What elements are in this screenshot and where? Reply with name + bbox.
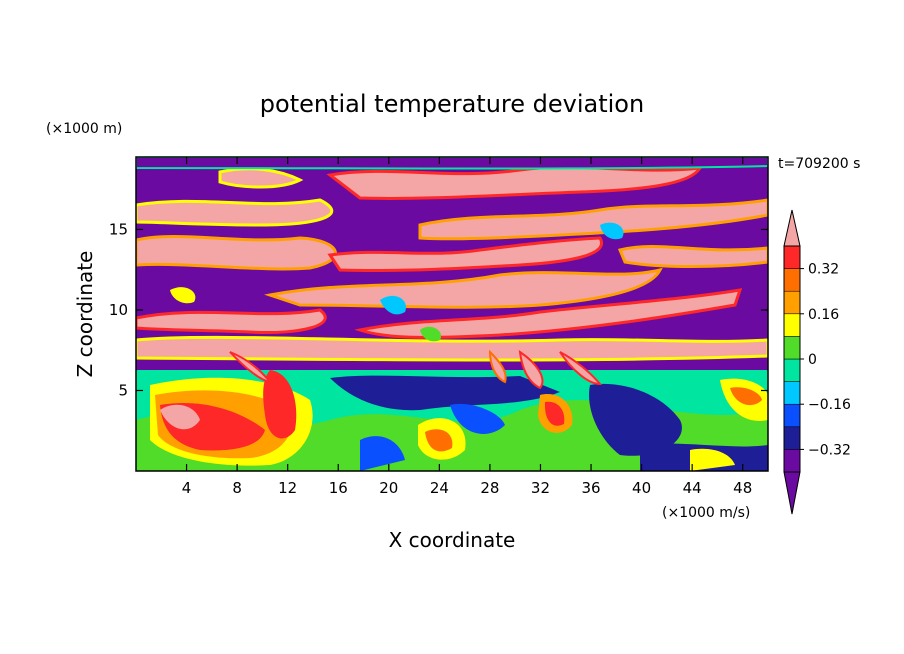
plume-2 (488, 349, 507, 384)
colorbar-tick-label: 0 (808, 352, 817, 368)
colorbar-band (783, 245, 801, 269)
x-tick-label: 36 (581, 479, 600, 497)
x-tick-label: 24 (430, 479, 449, 497)
x-tick-label: 44 (683, 479, 702, 497)
x-unit-label: (×1000 m/s) (662, 505, 750, 521)
plume-3 (518, 349, 544, 390)
upper-field (136, 157, 768, 370)
time-label: t=709200 s (778, 156, 860, 172)
plume-4 (559, 351, 603, 386)
x-tick-label: 32 (531, 479, 550, 497)
colorbar-band (783, 449, 801, 473)
x-axis-label: X coordinate (389, 528, 516, 552)
plot-frame (135, 156, 769, 472)
y-axis-label: Z coordinate (73, 251, 97, 378)
colorbar-band (783, 290, 801, 315)
x-axis-ticks: 4 8 12 16 20 24 28 32 36 40 44 48 (182, 157, 752, 497)
x-tick-label: 16 (329, 479, 348, 497)
y-tick-label: 15 (109, 220, 128, 238)
colorbar-tick-label: −0.32 (808, 442, 851, 458)
colorbar-tick-label: 0.16 (808, 307, 839, 323)
plume-1 (229, 351, 273, 384)
y-tick-label: 5 (118, 381, 128, 399)
x-tick-label: 20 (379, 479, 398, 497)
x-tick-label: 12 (278, 479, 297, 497)
colorbar (783, 209, 801, 515)
colorbar-band (783, 403, 801, 428)
colorbar-ticks: 0.32 0.16 0 −0.16 −0.32 (800, 262, 851, 458)
y-tick-label: 10 (109, 301, 128, 319)
x-tick-label: 8 (232, 479, 242, 497)
plot-area (136, 157, 768, 471)
colorbar-tick-label: −0.16 (808, 397, 851, 413)
colorbar-tick-label: 0.32 (808, 262, 839, 278)
x-tick-label: 40 (632, 479, 651, 497)
chart-title: potential temperature deviation (260, 90, 644, 118)
colorbar-band (783, 313, 801, 337)
colorbar-extend-high (783, 209, 801, 247)
y-unit-label: (×1000 m) (46, 121, 122, 137)
colorbar-band (783, 381, 801, 405)
colorbar-extend-low (783, 471, 801, 515)
colorbar-band (783, 358, 801, 382)
colorbar-band (783, 426, 801, 450)
colorbar-band (783, 336, 801, 360)
x-tick-label: 28 (480, 479, 499, 497)
lower-field (136, 363, 768, 471)
y-axis-ticks: 5 10 15 (109, 220, 768, 399)
x-tick-label: 48 (733, 479, 752, 497)
colorbar-band (783, 268, 801, 292)
x-tick-label: 4 (182, 479, 192, 497)
